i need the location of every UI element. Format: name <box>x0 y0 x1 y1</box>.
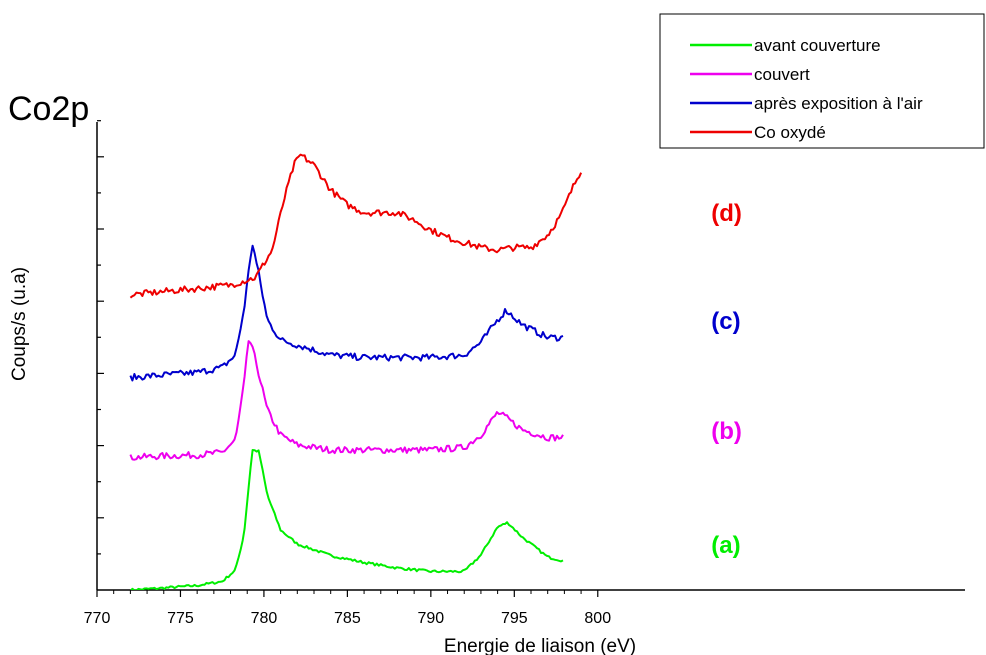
series-line-4 <box>129 153 583 299</box>
x-tick-label: 795 <box>501 610 528 627</box>
x-tick-label: 790 <box>417 610 444 627</box>
series-line-1 <box>130 449 564 590</box>
series-labels: (a) (b) (c) (d) <box>711 200 742 559</box>
x-tick-label: 775 <box>167 610 194 627</box>
x-axis-label: Energie de liaison (eV) <box>444 636 636 655</box>
legend: avant couverture couvert après exposition … <box>659 13 985 149</box>
x-axis-ticks: 770 775 780 785 790 795 800 <box>84 590 611 627</box>
x-tick-label: 800 <box>584 610 611 627</box>
legend-label-2: couvert <box>754 65 810 84</box>
series-label-1: (a) <box>711 532 740 559</box>
x-tick-label: 770 <box>84 610 111 627</box>
series-label-4: (d) <box>711 200 742 227</box>
y-axis-ticks <box>97 120 104 555</box>
legend-label-1: avant couverture <box>754 36 881 55</box>
series-label-2: (b) <box>711 418 742 445</box>
legend-label-4: Co oxydé <box>754 123 826 142</box>
series-line-2 <box>129 340 564 461</box>
series-group <box>129 153 583 590</box>
y-axis-label: Coups/s (u.a) <box>9 267 30 381</box>
series-line-3 <box>129 244 564 382</box>
x-tick-label: 780 <box>251 610 278 627</box>
chart-title: Co2p <box>8 90 89 128</box>
legend-label-3: après exposition à l'air <box>754 94 923 113</box>
legend-box <box>659 13 985 149</box>
series-label-3: (c) <box>711 308 740 335</box>
x-tick-label: 785 <box>334 610 361 627</box>
